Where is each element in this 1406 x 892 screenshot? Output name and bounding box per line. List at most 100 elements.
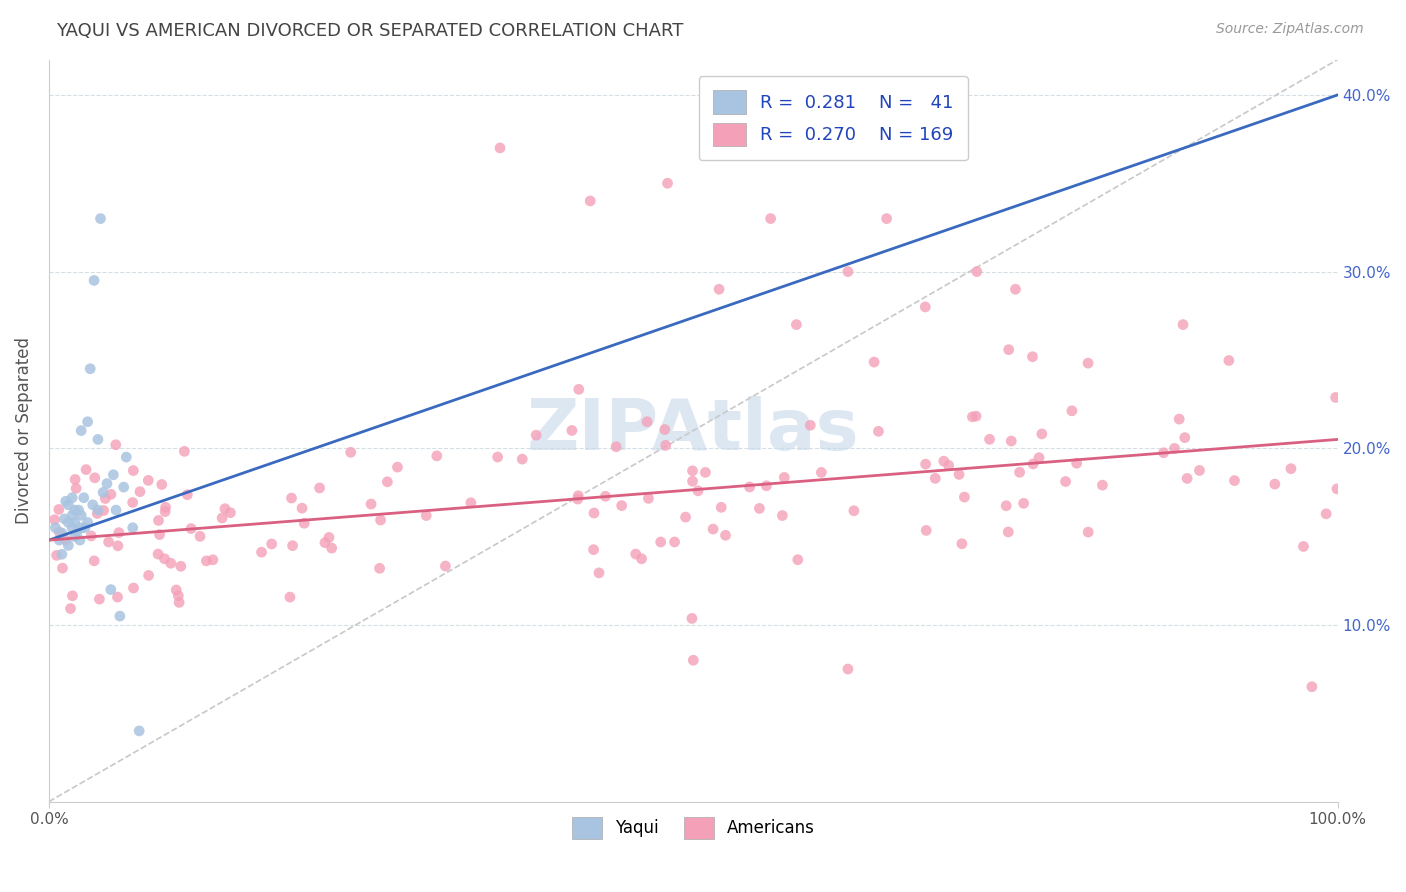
Point xyxy=(153,551,176,566)
Point xyxy=(979,433,1001,447)
Point xyxy=(588,566,610,580)
Point xyxy=(188,529,211,543)
Point xyxy=(211,511,233,525)
Point xyxy=(48,533,70,548)
Point xyxy=(66,524,89,539)
Point xyxy=(292,516,315,531)
Point xyxy=(318,531,340,545)
Point xyxy=(60,521,83,535)
Point xyxy=(201,553,224,567)
Point xyxy=(387,460,409,475)
Point xyxy=(69,533,91,548)
Point xyxy=(45,549,67,563)
Point xyxy=(51,561,73,575)
Point xyxy=(260,537,283,551)
Point xyxy=(146,547,169,561)
Point xyxy=(377,475,399,489)
Point xyxy=(314,535,336,549)
Point xyxy=(58,516,80,530)
Point xyxy=(1031,426,1053,441)
Point xyxy=(695,466,717,480)
Point xyxy=(948,467,970,482)
Point xyxy=(83,273,105,287)
Point xyxy=(112,480,135,494)
Point xyxy=(605,440,627,454)
Point xyxy=(100,487,122,501)
Point xyxy=(664,535,686,549)
Point xyxy=(70,521,93,535)
Point xyxy=(759,211,782,226)
Point xyxy=(70,508,93,523)
Point xyxy=(51,547,73,561)
Point xyxy=(148,513,170,527)
Point xyxy=(94,491,117,506)
Point xyxy=(681,611,703,625)
Point xyxy=(79,361,101,376)
Point xyxy=(460,496,482,510)
Point xyxy=(1163,442,1185,456)
Point xyxy=(278,590,301,604)
Point xyxy=(155,500,177,515)
Point xyxy=(1091,478,1114,492)
Point xyxy=(561,424,583,438)
Point xyxy=(1188,463,1211,477)
Point xyxy=(1175,471,1198,485)
Point xyxy=(675,510,697,524)
Point xyxy=(89,592,111,607)
Point xyxy=(567,489,589,503)
Point xyxy=(167,589,190,603)
Point xyxy=(510,452,533,467)
Point xyxy=(654,438,676,452)
Point xyxy=(682,653,704,667)
Point xyxy=(1066,456,1088,470)
Point xyxy=(995,499,1018,513)
Point xyxy=(637,491,659,506)
Point xyxy=(950,537,973,551)
Point xyxy=(1008,465,1031,479)
Point xyxy=(1000,434,1022,448)
Point xyxy=(1168,412,1191,426)
Point xyxy=(1279,461,1302,475)
Point xyxy=(70,424,93,438)
Point xyxy=(58,498,80,512)
Point xyxy=(121,495,143,509)
Point xyxy=(567,492,589,507)
Point xyxy=(842,504,865,518)
Point xyxy=(82,498,104,512)
Point xyxy=(76,516,98,530)
Point xyxy=(1292,540,1315,554)
Point xyxy=(93,503,115,517)
Point xyxy=(1022,457,1045,471)
Point xyxy=(738,480,761,494)
Point xyxy=(170,559,193,574)
Point xyxy=(108,609,131,624)
Point xyxy=(80,529,103,543)
Point xyxy=(368,561,391,575)
Point xyxy=(1153,446,1175,460)
Point xyxy=(83,471,105,485)
Point xyxy=(122,581,145,595)
Point xyxy=(48,525,70,540)
Point xyxy=(997,524,1019,539)
Point xyxy=(103,467,125,482)
Point xyxy=(53,512,76,526)
Point xyxy=(96,476,118,491)
Point xyxy=(73,521,96,535)
Point xyxy=(62,589,84,603)
Point xyxy=(610,499,633,513)
Point xyxy=(486,450,509,464)
Point xyxy=(121,521,143,535)
Point xyxy=(434,559,457,574)
Point xyxy=(938,458,960,473)
Point xyxy=(176,488,198,502)
Point xyxy=(624,547,647,561)
Point xyxy=(682,475,704,489)
Point xyxy=(630,551,652,566)
Point xyxy=(595,489,617,503)
Point xyxy=(1301,680,1323,694)
Point xyxy=(966,264,988,278)
Point xyxy=(1326,482,1348,496)
Point xyxy=(1004,282,1026,296)
Point xyxy=(714,528,737,542)
Point xyxy=(415,508,437,523)
